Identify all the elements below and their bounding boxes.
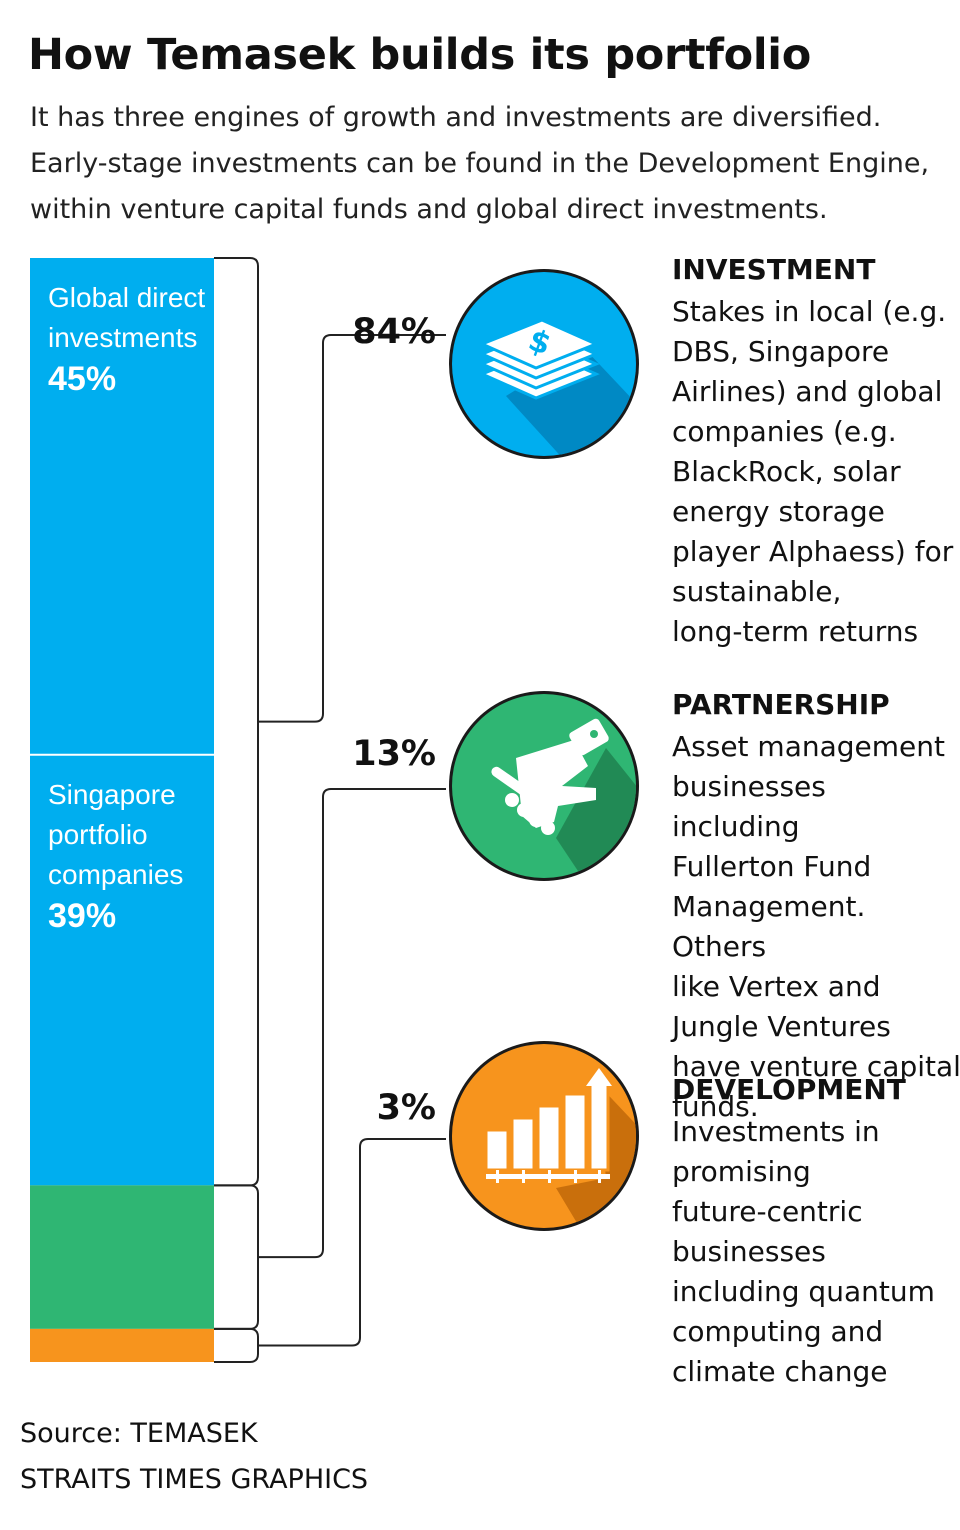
description-line: player Alphaess) for <box>672 535 954 568</box>
bar-segment-3 <box>30 1328 214 1362</box>
connector-partnership <box>258 788 446 1259</box>
segment-label-line: investments <box>48 322 198 353</box>
engine-title-investment: INVESTMENT <box>672 253 876 286</box>
description-line: energy storage <box>672 495 885 528</box>
description-line: DBS, Singapore <box>672 335 890 368</box>
money-stack-icon: $ <box>449 269 639 459</box>
description-line: including quantum <box>672 1275 935 1308</box>
engine-pct-development: 3% <box>376 1088 436 1128</box>
description-line: long-term returns <box>672 615 919 648</box>
segment-label-line: portfolio <box>48 818 148 850</box>
segment-label-line: companies <box>48 858 184 890</box>
segment-label-global-direct: Global direct investments 45% <box>48 278 213 400</box>
bar-segment-1 <box>30 754 214 1186</box>
growth-chart-icon <box>449 1041 639 1231</box>
bracket-development <box>214 1327 259 1363</box>
subtitle-line-2: Early-stage investments can be found in … <box>30 148 930 179</box>
description-line: businesses <box>672 1235 826 1268</box>
subtitle-line-3: within venture capital funds and global … <box>30 194 828 225</box>
segment-label-singapore-portfolio: Singapore portfolio companies 39% <box>48 775 213 937</box>
description-line: Fullerton Fund <box>672 850 872 883</box>
description-line: like Vertex and <box>672 970 881 1003</box>
source-note: Source: TEMASEK <box>20 1418 258 1449</box>
engine-pct-investment: 84% <box>352 312 436 352</box>
subtitle-line-1: It has three engines of growth and inves… <box>30 102 882 133</box>
description-line: promising <box>672 1155 811 1188</box>
segment-value-label: 39% <box>48 896 117 935</box>
segment-label-line: Singapore <box>48 778 176 810</box>
engine-description-investment: Stakes in local (e.g. DBS, Singapore Air… <box>672 292 960 652</box>
credit-note: STRAITS TIMES GRAPHICS <box>20 1464 369 1495</box>
description-line: Airlines) and global <box>672 375 943 408</box>
bracket-partnership <box>214 1184 259 1330</box>
description-line: funds. <box>672 1090 759 1123</box>
description-line: climate change <box>672 1355 888 1388</box>
description-line: Investments in <box>672 1115 880 1148</box>
bar-segment-2 <box>30 1185 214 1329</box>
description-line: businesses including <box>672 770 826 843</box>
bracket-investment <box>214 257 259 1187</box>
description-line: sustainable, <box>672 575 842 608</box>
description-line: Asset management <box>672 730 945 763</box>
description-line: have venture capital <box>672 1050 960 1083</box>
engine-title-development: DEVELOPMENT <box>672 1073 906 1106</box>
handshake-icon <box>449 691 639 881</box>
description-line: Management. Others <box>672 890 866 963</box>
connector-investment <box>258 334 446 723</box>
segment-value-label: 45% <box>48 360 117 398</box>
description-line: computing and <box>672 1315 884 1348</box>
description-line: Stakes in local (e.g. <box>672 295 947 328</box>
description-line: Jungle Ventures <box>672 1010 891 1043</box>
description-line: future-centric <box>672 1195 863 1228</box>
segment-label-line: Global direct <box>48 282 206 313</box>
description-line: BlackRock, solar <box>672 455 901 488</box>
chart-title: How Temasek builds its portfolio <box>28 30 811 80</box>
bar-segment-0 <box>30 258 214 755</box>
engine-description-development: Investments in promising future-centric … <box>672 1112 960 1392</box>
connector-development <box>258 1138 446 1347</box>
engine-title-partnership: PARTNERSHIP <box>672 688 890 721</box>
stacked-bar-chart <box>30 257 446 1363</box>
engine-pct-partnership: 13% <box>352 734 436 774</box>
engine-description-partnership: Asset management businesses including Fu… <box>672 727 960 1127</box>
description-line: companies (e.g. <box>672 415 897 448</box>
